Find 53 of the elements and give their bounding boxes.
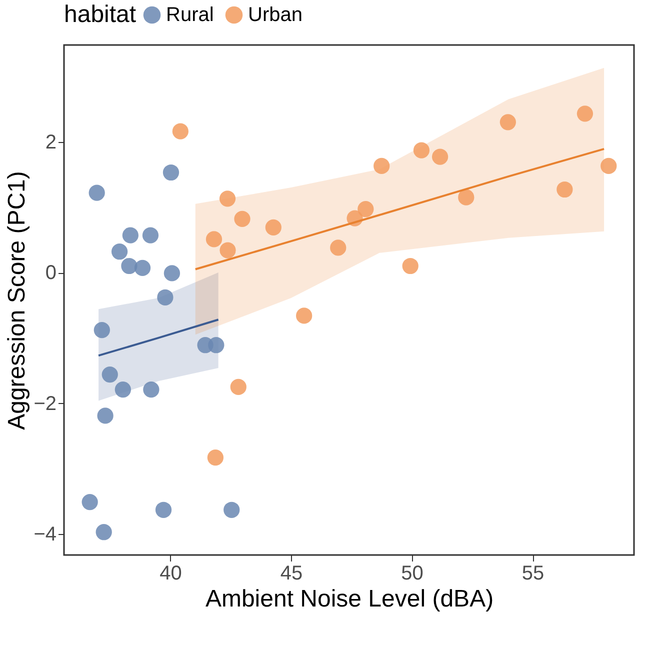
point [143, 382, 160, 398]
point [142, 227, 159, 244]
point [413, 142, 430, 158]
point [121, 258, 138, 274]
point [432, 148, 448, 165]
point [330, 240, 346, 256]
legend-label: Rural [166, 4, 214, 26]
line-series [194, 148, 606, 270]
point [500, 114, 516, 130]
point [114, 382, 131, 398]
point [296, 308, 312, 324]
point [82, 494, 98, 510]
point [164, 265, 180, 282]
point [458, 189, 474, 206]
legend-title: habitat [64, 1, 136, 28]
x-axis-title: Ambient Noise Level (dBA) [205, 586, 494, 612]
point [402, 258, 418, 274]
x-tick-label: 55 [522, 562, 544, 584]
point [157, 289, 174, 306]
point [556, 181, 573, 198]
point [96, 524, 112, 540]
point [220, 242, 236, 258]
point [97, 408, 114, 424]
point [358, 201, 374, 218]
point [134, 260, 151, 276]
point [224, 502, 240, 518]
point [206, 231, 222, 248]
x-tick-label: 45 [280, 562, 303, 584]
y-tick-label: 2 [45, 131, 56, 154]
point [207, 450, 224, 466]
point [374, 158, 390, 174]
x-tick-label: 40 [160, 562, 182, 584]
point [208, 337, 224, 354]
point [234, 210, 250, 227]
y-tick-label: −4 [34, 524, 56, 546]
x-tick-label: 50 [401, 562, 424, 584]
point [88, 184, 105, 201]
point [111, 244, 128, 260]
legend-label: Urban [248, 4, 302, 26]
point [122, 227, 138, 244]
point [162, 164, 180, 181]
point [102, 366, 118, 383]
y-tick-label: −2 [34, 392, 56, 415]
point [172, 123, 188, 140]
point [155, 502, 172, 518]
point [576, 106, 594, 122]
point [219, 190, 236, 207]
point [230, 378, 246, 396]
y-axis-title: Aggression Score (PC1) [4, 171, 31, 430]
point [265, 219, 282, 236]
point [94, 322, 110, 338]
y-tick-label: 0 [45, 262, 56, 284]
point [600, 158, 617, 174]
